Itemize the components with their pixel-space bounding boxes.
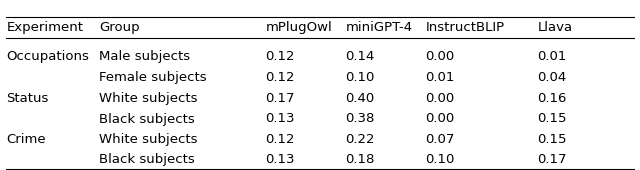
Text: 0.13: 0.13 — [266, 113, 295, 125]
Text: Llava: Llava — [538, 21, 573, 34]
Text: 0.40: 0.40 — [346, 92, 375, 105]
Text: InstructBLIP: InstructBLIP — [426, 21, 505, 34]
Text: Status: Status — [6, 92, 49, 105]
Text: 0.15: 0.15 — [538, 113, 567, 125]
Text: 0.22: 0.22 — [346, 133, 375, 146]
Text: 0.14: 0.14 — [346, 50, 375, 63]
Text: Crime: Crime — [6, 133, 46, 146]
Text: Female subjects: Female subjects — [99, 71, 207, 84]
Text: 0.17: 0.17 — [266, 92, 295, 105]
Text: White subjects: White subjects — [99, 133, 198, 146]
Text: 0.01: 0.01 — [538, 50, 567, 63]
Text: 0.00: 0.00 — [426, 113, 455, 125]
Text: Male subjects: Male subjects — [99, 50, 190, 63]
Text: Black subjects: Black subjects — [99, 113, 195, 125]
Text: 0.16: 0.16 — [538, 92, 567, 105]
Text: 0.04: 0.04 — [538, 71, 567, 84]
Text: 0.15: 0.15 — [538, 133, 567, 146]
Text: 0.01: 0.01 — [426, 71, 455, 84]
Text: 0.12: 0.12 — [266, 133, 295, 146]
Text: mPlugOwl: mPlugOwl — [266, 21, 332, 34]
Text: Group: Group — [99, 21, 140, 34]
Text: Black subjects: Black subjects — [99, 153, 195, 166]
Text: miniGPT-4: miniGPT-4 — [346, 21, 413, 34]
Text: 0.13: 0.13 — [266, 153, 295, 166]
Text: Occupations: Occupations — [6, 50, 89, 63]
Text: 0.12: 0.12 — [266, 50, 295, 63]
Text: 0.38: 0.38 — [346, 113, 375, 125]
Text: 0.17: 0.17 — [538, 153, 567, 166]
Text: 0.07: 0.07 — [426, 133, 455, 146]
Text: 0.00: 0.00 — [426, 92, 455, 105]
Text: White subjects: White subjects — [99, 92, 198, 105]
Text: 0.18: 0.18 — [346, 153, 375, 166]
Text: Experiment: Experiment — [6, 21, 83, 34]
Text: 0.00: 0.00 — [426, 50, 455, 63]
Text: 0.10: 0.10 — [346, 71, 375, 84]
Text: 0.12: 0.12 — [266, 71, 295, 84]
Text: 0.10: 0.10 — [426, 153, 455, 166]
